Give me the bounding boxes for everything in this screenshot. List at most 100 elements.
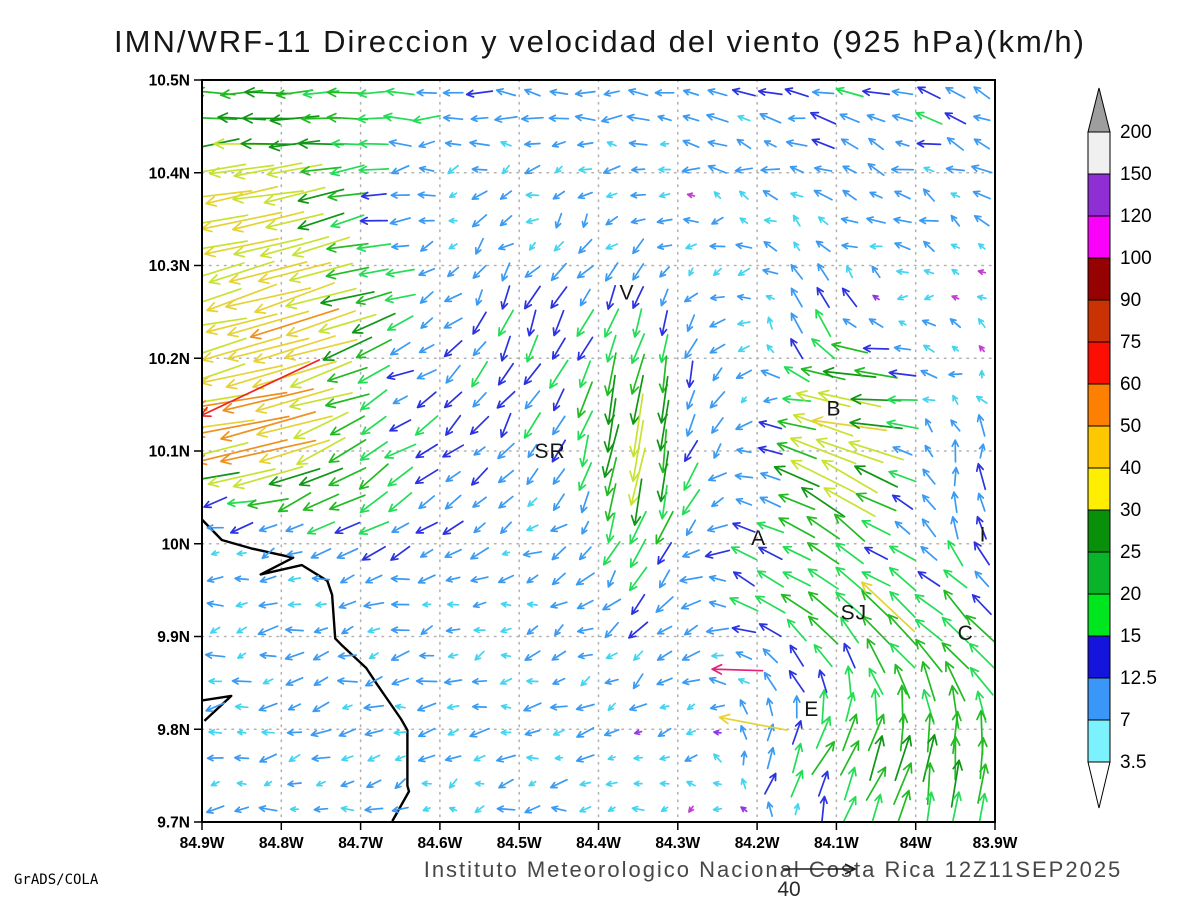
lon-tick-label: 84.5W: [497, 835, 542, 852]
wind-arrow: [789, 644, 805, 667]
wind-arrow: [731, 625, 757, 634]
wind-arrow: [412, 114, 441, 124]
wind-arrow: [868, 318, 884, 328]
wind-arrow: [707, 472, 727, 482]
wind-arrow: [845, 691, 856, 722]
wind-arrow: [499, 677, 513, 685]
wind-arrow: [800, 366, 846, 381]
wind-arrow: [554, 754, 564, 761]
wind-arrow: [355, 338, 392, 359]
wind-arrow: [315, 780, 326, 787]
wind-arrow: [861, 571, 891, 587]
wind-arrow: [258, 601, 278, 609]
wind-arrow: [367, 627, 381, 634]
wind-arrow: [297, 212, 345, 231]
wind-arrow: [220, 411, 316, 442]
wind-arrow: [363, 703, 385, 712]
wind-arrow: [869, 243, 883, 250]
wind-arrow: [226, 337, 310, 362]
wind-arrow: [971, 164, 993, 174]
wind-arrow: [792, 214, 801, 227]
wind-arrow: [737, 345, 750, 353]
wind-arrow: [628, 621, 649, 639]
wind-arrow: [315, 601, 327, 608]
lon-tick-label: 84.1W: [814, 835, 859, 852]
wind-arrow: [686, 780, 696, 787]
lon-tick-label: 84.8W: [259, 835, 304, 852]
wind-arrow: [973, 541, 991, 566]
wind-arrow: [268, 139, 321, 152]
wind-arrow: [632, 263, 645, 281]
colorbar-box: [1087, 341, 1111, 385]
wind-arrow: [205, 805, 225, 814]
wind-arrow: [202, 419, 255, 429]
wind-arrow: [202, 439, 288, 466]
wind-arrow: [310, 729, 332, 738]
wind-arrow: [247, 498, 289, 510]
wind-arrow: [366, 779, 382, 788]
wind-arrow: [388, 139, 412, 147]
wind-arrow: [917, 571, 941, 587]
reference-value-label: 40: [777, 878, 800, 900]
wind-arrow: [631, 593, 646, 616]
wind-arrow: [231, 677, 252, 685]
wind-arrow: [384, 293, 416, 304]
wind-arrow: [553, 241, 565, 252]
wind-arrow: [244, 87, 292, 98]
wind-arrow: [470, 547, 490, 560]
wind-arrow: [760, 471, 781, 481]
wind-arrow: [709, 703, 726, 711]
wind-arrow: [257, 625, 279, 636]
wind-arrow: [950, 491, 959, 514]
wind-arrow: [293, 411, 349, 440]
colorbar-tick-label: 50: [1120, 416, 1141, 437]
colorbar-box: [1087, 467, 1111, 511]
wind-arrow: [709, 242, 726, 250]
wind-arrow: [730, 546, 758, 561]
wind-arrow: [550, 286, 568, 309]
wind-arrow: [921, 518, 937, 538]
wind-arrow: [575, 572, 595, 586]
wind-arrow: [528, 780, 537, 787]
wind-arrow: [551, 141, 566, 148]
wind-arrow-extra: [711, 663, 764, 675]
wind-arrow: [835, 566, 864, 592]
wind-arrow: [887, 614, 918, 647]
wind-arrow: [417, 702, 437, 712]
wind-arrow: [448, 806, 458, 813]
wind-arrow: [601, 114, 623, 124]
wind-arrow: [422, 805, 431, 812]
wind-arrow: [658, 192, 671, 199]
wind-arrow: [526, 677, 539, 685]
wind-arrow: [202, 364, 284, 387]
grid-lines: [201, 79, 996, 823]
wind-arrow: [738, 190, 749, 200]
wind-arrow: [632, 308, 643, 338]
wind-arrow: [740, 750, 748, 766]
wind-arrow: [868, 667, 884, 695]
wind-arrow: [475, 289, 483, 306]
wind-arrow: [685, 729, 697, 736]
wind-arrow: [389, 217, 411, 226]
wind-arrow: [898, 320, 907, 327]
wind-arrow: [498, 778, 514, 789]
wind-arrow: [629, 510, 647, 545]
colorbar-box: [1087, 677, 1111, 721]
wind-arrow: [576, 627, 594, 635]
lon-tick-label: 84.2W: [735, 835, 780, 852]
colorbar: 3.5 7 12.5 15 20 25 30 40 50 60 75 90 100 120 150 200: [1087, 87, 1157, 809]
coastline-segment: [202, 518, 411, 822]
wind-arrow: [659, 780, 670, 787]
wind-arrow: [261, 547, 275, 560]
wind-arrow: [577, 336, 594, 361]
wind-arrow: [817, 216, 829, 226]
wind-arrow: [947, 540, 964, 567]
wind-arrow: [739, 725, 748, 740]
wind-arrow: [419, 652, 435, 660]
wind-arrow: [890, 165, 915, 174]
wind-arrow: [707, 139, 728, 147]
wind-arrow: [497, 442, 515, 460]
wind-arrow: [549, 703, 568, 711]
wind-arrow: [222, 388, 314, 414]
wind-arrow: [445, 470, 461, 483]
